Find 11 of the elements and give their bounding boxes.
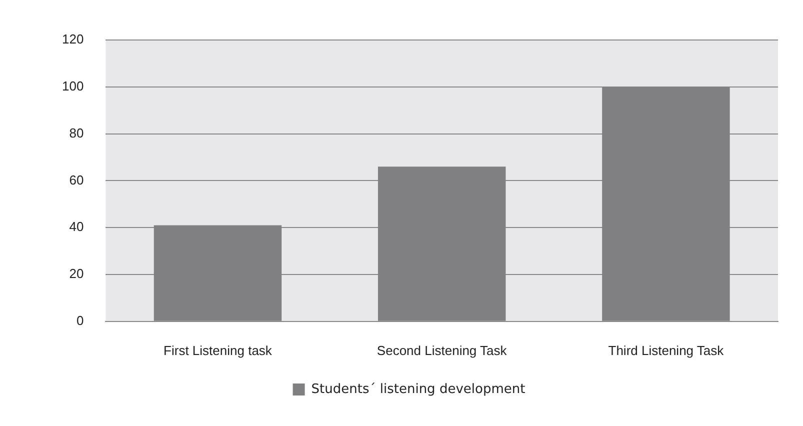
x-tick-label: First Listening task <box>164 342 272 358</box>
y-tick-label: 20 <box>69 266 84 282</box>
y-tick-label: 100 <box>62 78 84 94</box>
y-tick-label: 0 <box>76 312 84 328</box>
legend-label: Students´ listening development <box>311 382 526 397</box>
y-tick-label: 60 <box>69 172 84 188</box>
x-tick-label: Third Listening Task <box>608 342 724 358</box>
x-tick-label: Second Listening Task <box>376 342 508 358</box>
y-tick-label: 120 <box>62 32 84 47</box>
y-tick-label: 40 <box>69 219 84 234</box>
y-tick-label: 80 <box>69 125 84 140</box>
